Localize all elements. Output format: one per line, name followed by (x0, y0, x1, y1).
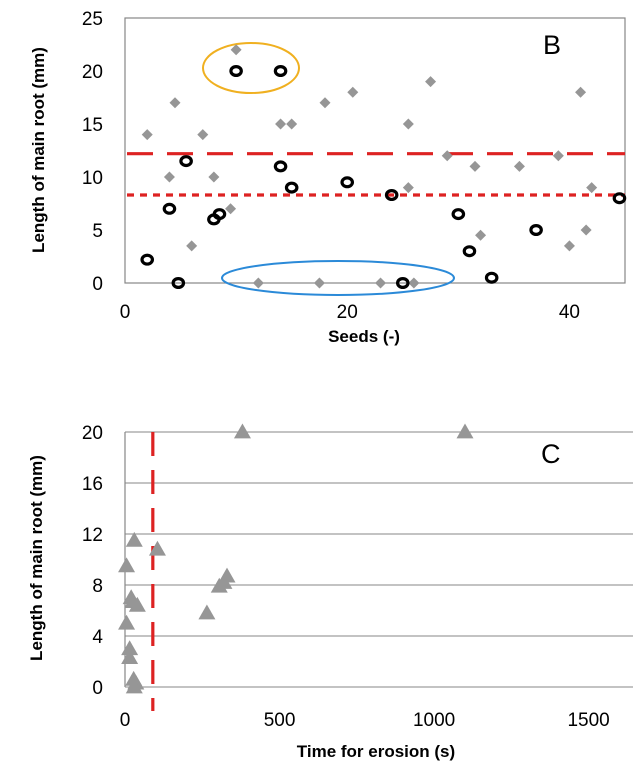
circle-point (484, 271, 499, 284)
diamond-point (441, 150, 453, 162)
circle-point (340, 176, 355, 189)
diamond-point (586, 182, 598, 194)
triangle-point (233, 423, 251, 439)
panel-b-letter: B (543, 30, 561, 60)
diamond-point (275, 118, 287, 130)
y-tick-label: 0 (92, 274, 103, 295)
diamond-point (141, 129, 153, 141)
x-tick-label: 1000 (413, 710, 455, 731)
circle-point (273, 64, 288, 77)
circle-point (395, 277, 410, 290)
y-tick-label: 10 (82, 168, 103, 189)
diamond-point (552, 150, 564, 162)
diamond-point (186, 240, 198, 252)
diamond-point (169, 97, 181, 109)
circle-point (384, 189, 399, 202)
triangle-point (125, 678, 143, 694)
panel-b-points (140, 44, 627, 290)
panel-c-gridlines (125, 431, 633, 688)
circle-point (462, 245, 477, 258)
diamond-point (580, 224, 592, 236)
triangle-point (121, 649, 139, 665)
panel-b-highlight-ellipses (202, 42, 455, 296)
diamond-point (513, 160, 525, 172)
triangle-point (125, 531, 143, 547)
panel-b-y-axis-title: Length of main root (mm) (29, 47, 48, 253)
x-tick-label: 40 (559, 302, 580, 323)
diamond-point (197, 129, 209, 141)
x-tick-label: 20 (337, 302, 358, 323)
panel-b-plot-area (124, 17, 626, 284)
highlight-ellipse-orange (202, 42, 300, 94)
y-tick-label: 20 (82, 62, 103, 83)
panel-c-x-axis-title: Time for erosion (s) (297, 742, 455, 761)
triangle-point (198, 604, 216, 620)
panel-b-x-axis-title: Seeds (-) (328, 327, 400, 346)
diamond-point (469, 160, 481, 172)
panel-c-y-axis-title: Length of main root (mm) (27, 455, 46, 661)
x-tick-label: 500 (264, 710, 296, 731)
diamond-point (252, 277, 264, 289)
y-tick-label: 16 (82, 474, 103, 495)
circle-point (284, 181, 299, 194)
circle-point (612, 192, 627, 205)
panel-c-chart: 0 4 8 12 16 20 0 500 1000 1500 C Time for erosio… (27, 423, 633, 761)
panel-b-chart: 0 5 10 15 20 25 0 20 40 B Seeds (-) Length of m… (29, 9, 627, 346)
circle-point (273, 160, 288, 173)
diamond-point (319, 97, 331, 109)
diamond-point (230, 44, 242, 56)
x-tick-label: 1500 (567, 710, 609, 731)
panel-c-points (118, 423, 474, 694)
diamond-point (347, 86, 359, 98)
circle-point (529, 224, 543, 237)
y-tick-label: 5 (92, 221, 103, 242)
diamond-point (475, 229, 487, 241)
diamond-point (208, 171, 220, 183)
diamond-point (563, 240, 575, 252)
y-tick-label: 25 (82, 9, 103, 30)
x-tick-label: 0 (120, 302, 131, 323)
diamond-point (425, 76, 437, 88)
panel-c-x-ticks: 0 500 1000 1500 (120, 710, 610, 731)
panel-b-y-ticks: 0 5 10 15 20 25 (82, 9, 103, 295)
diamond-point (575, 86, 587, 98)
y-tick-label: 4 (92, 627, 103, 648)
triangle-point (118, 557, 136, 573)
y-tick-label: 12 (82, 525, 103, 546)
panel-b-reference-lines (127, 152, 625, 197)
y-tick-label: 0 (92, 678, 103, 699)
diamond-point (286, 118, 298, 130)
diamond-point (225, 203, 237, 215)
circle-point (451, 208, 466, 221)
y-tick-label: 15 (82, 115, 103, 136)
panel-c-letter: C (541, 439, 561, 469)
circle-point (140, 253, 155, 266)
triangle-point (128, 596, 146, 612)
panel-c-y-ticks: 0 4 8 12 16 20 (82, 423, 104, 699)
x-tick-label: 0 (120, 710, 131, 731)
y-tick-label: 20 (82, 423, 103, 444)
y-tick-label: 8 (92, 576, 103, 597)
circle-point (212, 208, 227, 221)
diamond-point (408, 277, 420, 289)
circle-point (229, 64, 243, 77)
diamond-point (313, 277, 325, 289)
diamond-point (402, 118, 414, 130)
circle-point (162, 202, 177, 215)
diamond-point (375, 277, 387, 289)
diamond-point (402, 182, 414, 194)
triangle-point (121, 640, 139, 656)
triangle-point (148, 540, 166, 556)
highlight-ellipse-blue (221, 260, 455, 296)
diamond-point (163, 171, 175, 183)
triangle-point (118, 614, 136, 630)
circle-point (179, 155, 193, 168)
circle-point (171, 277, 186, 290)
triangle-point (456, 423, 474, 439)
triangle-point (210, 577, 228, 593)
panel-b-x-ticks: 0 20 40 (120, 302, 580, 323)
